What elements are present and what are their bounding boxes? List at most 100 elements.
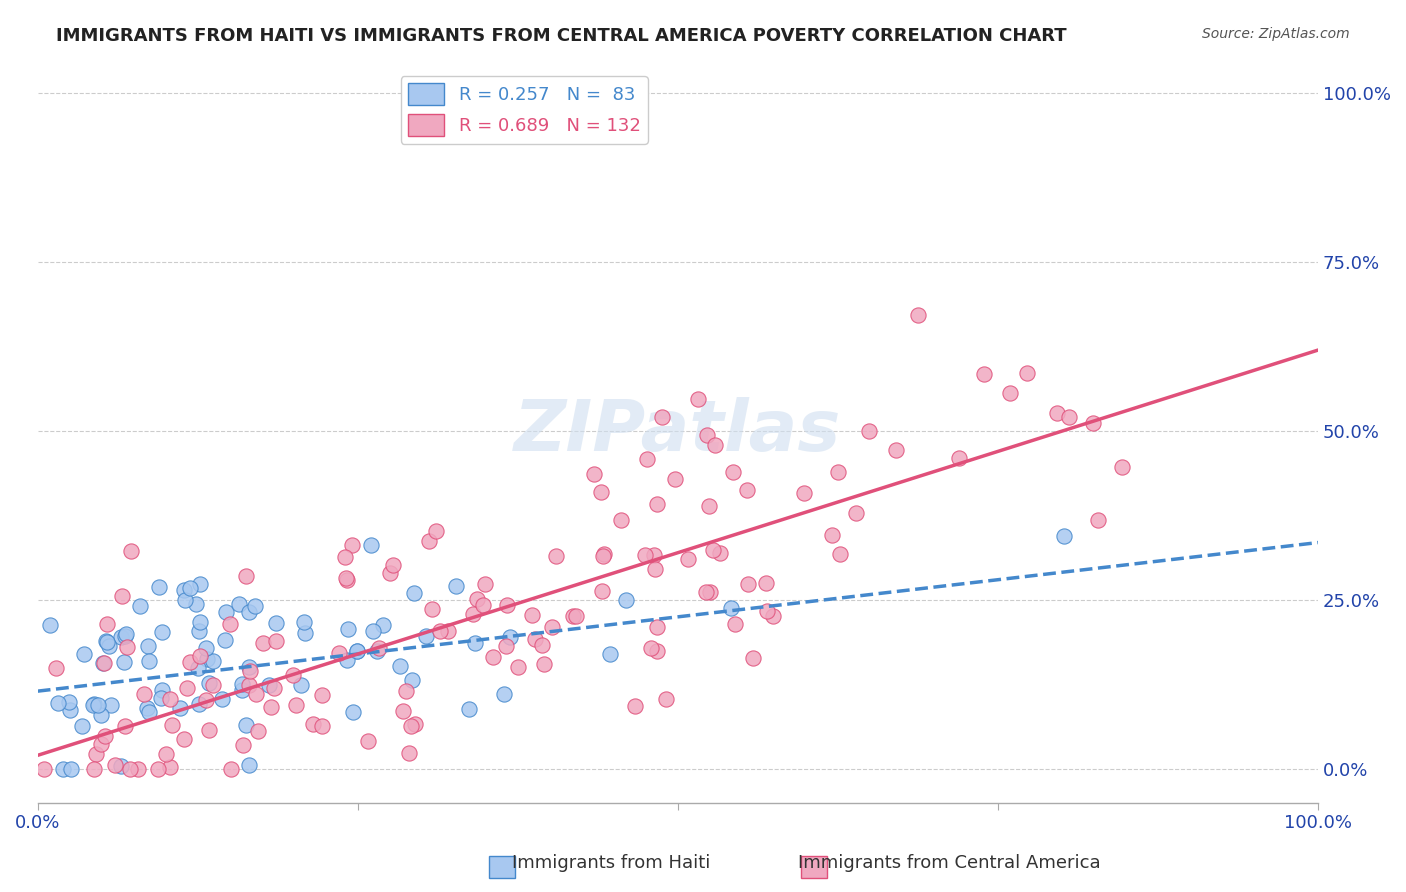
Point [592, 549, 614, 563]
Point [827, 465, 849, 479]
Point [150, 624, 173, 639]
Point [195, 652, 218, 666]
Point [149, 690, 172, 705]
Point [425, 524, 447, 539]
Point [211, 692, 233, 706]
Point [429, 624, 451, 639]
Point [112, 655, 135, 669]
Point [58, 695, 80, 709]
Point [643, 549, 665, 563]
Point [699, 585, 721, 599]
Point [159, 760, 181, 774]
Legend: R = 0.257   N =  83, R = 0.689   N = 132: R = 0.257 N = 83, R = 0.689 N = 132 [401, 76, 648, 144]
Point [257, 678, 280, 692]
Point [401, 673, 423, 687]
Point [495, 598, 517, 612]
Point [263, 681, 285, 695]
Point [499, 630, 522, 644]
Point [360, 538, 382, 552]
Point [146, 762, 169, 776]
Point [311, 719, 333, 733]
Point [389, 658, 412, 673]
Point [398, 746, 420, 760]
Text: IMMIGRANTS FROM HAITI VS IMMIGRANTS FROM CENTRAL AMERICA POVERTY CORRELATION CHA: IMMIGRANTS FROM HAITI VS IMMIGRANTS FROM… [56, 27, 1067, 45]
Point [46, 696, 69, 710]
Point [219, 616, 242, 631]
Point [404, 717, 426, 731]
Point [155, 747, 177, 761]
Point [198, 723, 221, 738]
Point [741, 651, 763, 665]
Point [328, 647, 350, 661]
Point [444, 579, 467, 593]
Point [645, 644, 668, 658]
Point [368, 641, 391, 656]
Point [45, 661, 67, 675]
Point [294, 625, 316, 640]
Point [546, 549, 568, 563]
Point [202, 654, 225, 668]
Point [90, 708, 112, 723]
Point [756, 604, 779, 618]
Point [415, 629, 437, 643]
Point [136, 701, 159, 715]
Point [464, 635, 486, 649]
Point [91, 656, 114, 670]
Point [59, 703, 82, 717]
Point [697, 499, 720, 513]
Point [115, 640, 138, 655]
Point [231, 676, 253, 690]
Point [392, 704, 415, 718]
Point [589, 485, 612, 500]
Point [110, 759, 132, 773]
Point [465, 591, 488, 606]
Point [301, 716, 323, 731]
Point [1015, 367, 1038, 381]
Point [676, 552, 699, 566]
Point [173, 583, 195, 598]
Point [651, 409, 673, 424]
Point [129, 599, 152, 613]
Point [190, 577, 212, 591]
Point [755, 575, 778, 590]
Point [188, 624, 211, 638]
Point [346, 643, 368, 657]
Point [530, 638, 553, 652]
Point [655, 692, 678, 706]
Point [70, 719, 93, 733]
Point [219, 762, 242, 776]
Point [281, 667, 304, 681]
Point [98, 640, 121, 654]
Point [346, 644, 368, 658]
Point [231, 683, 253, 698]
Point [380, 566, 402, 581]
Point [1057, 409, 1080, 424]
Point [482, 649, 505, 664]
Point [188, 649, 211, 664]
Point [84, 747, 107, 761]
Point [762, 609, 785, 624]
Point [32, 762, 55, 776]
Point [737, 577, 759, 591]
Point [39, 618, 62, 632]
Point [100, 698, 122, 712]
Point [998, 386, 1021, 401]
Point [266, 634, 288, 648]
Point [179, 581, 201, 595]
Point [735, 483, 758, 497]
Point [215, 605, 238, 619]
Point [198, 675, 221, 690]
Point [134, 687, 156, 701]
Point [973, 368, 995, 382]
Point [290, 678, 312, 692]
Point [593, 547, 616, 561]
Point [506, 660, 529, 674]
Point [371, 618, 394, 632]
Point [150, 682, 173, 697]
Point [458, 702, 481, 716]
Point [399, 719, 422, 733]
Point [1081, 416, 1104, 430]
Point [245, 599, 267, 613]
Point [461, 607, 484, 622]
Point [104, 758, 127, 772]
